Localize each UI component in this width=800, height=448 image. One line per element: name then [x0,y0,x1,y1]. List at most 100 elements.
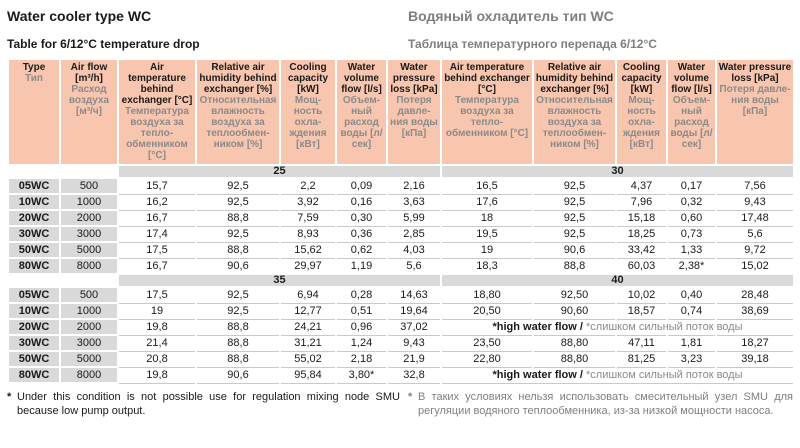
value-cell: 28,48 [715,286,795,304]
airflow-cell: 5000 [59,241,119,259]
page-title-ru: Водяный охладитель тип WC [408,8,614,24]
airflow-cell: 3000 [59,334,119,352]
value-cell: 14,63 [386,286,442,304]
column-header-label-en: Air temperature behind exchanger [°C] [444,62,530,95]
airflow-cell: 2000 [59,318,119,336]
value-cell: 90,6 [195,366,281,384]
value-cell: 47,11 [615,334,668,352]
page-subtitle-ru: Таблица температурного перепада 6/12°C [408,37,657,51]
airflow-cell: 1000 [59,193,119,211]
value-cell: 0,17 [666,177,717,195]
column-header-label-en: Relative air humidity behind exchanger [… [199,62,277,95]
table-row: 05WC 500 15,7 92,5 2,2 0,09 2,16 16,5 92,5 4,37 0,… [7,177,795,195]
airflow-cell: 8000 [59,257,119,275]
value-cell: 16,7 [117,257,197,275]
band-blank-cell [7,273,119,288]
value-cell: 15,7 [117,177,197,195]
column-header-label-ru: Объем-ный расход воды [л/сек] [670,95,713,150]
airflow-cell: 500 [59,177,119,195]
section-band-row: 35 40 [7,273,795,288]
table-row: 20WC 2000 16,7 88,8 7,59 0,30 5,99 18 92,5 15,18 0… [7,209,795,227]
type-cell: 30WC [7,225,61,243]
column-header-label-ru: Объем-ный расход воды [л/сек] [340,95,383,150]
value-cell: 0,73 [666,225,717,243]
spec-table: Type Тип Air flow [m³/h] Расход воздуха [м³… [7,58,795,384]
value-cell: 17,4 [117,225,197,243]
value-cell: 81,25 [615,350,668,368]
footnote-ru-text: В таких условиях нельзя использовать сме… [418,391,793,417]
airflow-cell: 2000 [59,209,119,227]
subtitle-row: Table for 6/12°C temperature drop Таблиц… [7,37,793,58]
column-header-label-en: Water pressure loss [kPa] [718,62,792,84]
footnote-ru-asterisk: * [408,391,413,403]
column-header-label-en: Type [22,62,46,73]
column-header-7: Water pressure loss [kPa] Потеря давле-ни… [386,58,442,166]
value-cell: 19 [117,302,197,320]
column-header-label-ru: Тип [25,73,43,84]
value-cell: 0,36 [335,225,388,243]
value-cell: 0,62 [335,241,388,259]
value-cell: 18,3 [440,257,534,275]
title-row: Water cooler type WC Водяный охладитель … [7,8,793,37]
value-cell: 15,62 [279,241,337,259]
value-cell: 1,19 [335,257,388,275]
type-cell: 05WC [7,286,61,304]
value-cell: 24,21 [279,318,337,336]
column-header-label-en: Air flow [m³/h] [70,62,108,84]
column-header-label-en: Water pressure loss [kPa] [390,62,438,95]
airflow-cell: 500 [59,286,119,304]
value-cell: 4,37 [615,177,668,195]
column-header-label-ru: Мощ-ность охла-ждения [кВт] [622,95,661,150]
column-header-label-ru: Расход воздуха [м³/ч] [68,84,110,117]
value-cell: 0,60 [666,209,717,227]
value-cell: 7,59 [279,209,337,227]
column-header-1: Type Тип [7,58,61,166]
note-text-ru: *слишком сильный поток воды [586,369,743,381]
column-header-label-ru: Температура воздуха за тепло-обменником … [125,106,189,161]
high-water-flow-note-cell: *high water flow / *слишком сильный пото… [440,318,795,336]
value-cell: 31,21 [279,334,337,352]
value-cell: 19,64 [386,302,442,320]
table-row: 10WC 1000 16,2 92,5 3,92 0,16 3,63 17,6 92,5 7,96… [7,193,795,211]
value-cell: 90,6 [532,241,617,259]
value-cell: 19 [440,241,534,259]
high-water-flow-note-cell: *high water flow / *слишком сильный пото… [440,366,795,384]
value-cell: 38,69 [715,302,795,320]
table-body: 25 30 05WC 500 15,7 92,5 2,2 0,09 2,16 16,5 92,5 4,… [7,164,795,384]
column-header-label-en: Water volume flow [l/s] [341,62,382,95]
type-cell: 80WC [7,257,61,275]
value-cell: 17,5 [117,241,197,259]
value-cell: 6,94 [279,286,337,304]
column-header-label-ru: Мощ-ность охла-ждения [кВт] [289,95,327,150]
value-cell: 18,57 [615,302,668,320]
value-cell: 92,5 [532,209,617,227]
footnote-en: * Under this condition is not possible u… [7,390,400,418]
value-cell: 20,8 [117,350,197,368]
column-header-3: Air temperature behind exchanger [°C] Тем… [117,58,197,166]
column-header-label-ru: Потеря давле-ния воды [кПа] [719,84,791,117]
table-row: 30WC 3000 17,4 92,5 8,93 0,36 2,85 19,5 92,5 18,2… [7,225,795,243]
value-cell: 95,84 [279,366,337,384]
value-cell: 19,5 [440,225,534,243]
value-cell: 0,28 [335,286,388,304]
value-cell: 55,02 [279,350,337,368]
column-header-11: Water volume flow [l/s] Объем-ный расход … [666,58,717,166]
value-cell: 92,5 [532,177,617,195]
column-header-label-en: Relative air humidity behind exchanger [… [535,62,614,95]
value-cell: 4,03 [386,241,442,259]
value-cell: 9,43 [715,193,795,211]
table-row: 50WC 5000 17,5 88,8 15,62 0,62 4,03 19 90,6 33,42… [7,241,795,259]
column-header-label-en: Air temperature behind exchanger [°C] [121,62,193,106]
value-cell: 9,72 [715,241,795,259]
value-cell: 16,7 [117,209,197,227]
band-blank-cell [7,164,119,179]
header-row: Type Тип Air flow [m³/h] Расход воздуха [м³… [7,58,795,166]
column-header-5: Cooling capacity [kW] Мощ-ность охла-жден… [279,58,337,166]
value-cell: 20,50 [440,302,534,320]
value-cell: 3,23 [666,350,717,368]
column-header-8: Air temperature behind exchanger [°C] Тем… [440,58,534,166]
value-cell: 1,81 [666,334,717,352]
value-cell: 3,92 [279,193,337,211]
column-header-label-en: Water volume flow [l/s] [671,62,712,95]
value-cell: 10,02 [615,286,668,304]
